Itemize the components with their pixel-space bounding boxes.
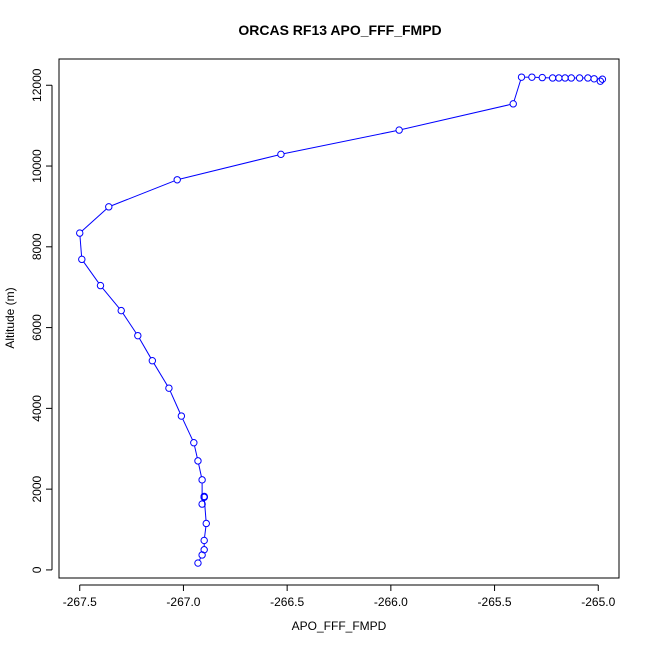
data-point [598,75,607,83]
y-tick-label: 2000 [30,475,44,502]
data-point [78,255,86,264]
data-point [561,74,569,82]
x-tick-label: -265.0 [581,595,615,609]
data-point [198,500,206,508]
data-point [575,74,584,82]
series-line-segment [204,526,207,538]
data-point [198,476,206,484]
data-point [198,551,206,559]
data-point [277,150,285,159]
x-tick-label: -265.5 [478,595,512,609]
y-axis: 0 2000 4000 6000 8000 10000 12000 [30,68,53,573]
data-point [590,75,598,83]
series-line-segment [513,80,522,101]
data-point [194,559,202,567]
x-tick-label: -266.0 [374,595,408,609]
data-point [200,536,208,545]
y-tick-label: 10000 [30,149,44,183]
data-point [173,176,181,184]
data-point [584,74,592,82]
chart-title: ORCAS RF13 APO_FFF_FMPD [238,22,441,38]
series-line-segment [138,338,152,359]
x-tick-label: -267.0 [166,595,200,609]
data-point [148,357,157,365]
y-tick-label: 8000 [30,233,44,260]
series-line-segment [81,208,107,232]
x-axis: -267.5 -267.0 -266.5 -266.0 -265.5 -265.0 [63,584,616,609]
data-point [194,457,202,465]
data-point [596,77,605,85]
y-tick-label: 0 [30,566,44,573]
plot-area [58,58,620,579]
data-point [117,306,125,315]
data-point [76,229,84,237]
data-point [105,203,113,211]
series-line-segment [402,104,511,130]
series-line-segment [102,287,120,309]
series-line-segment [203,500,207,521]
x-tick-label: -266.5 [270,595,304,609]
data-point [395,126,403,134]
series-line-segment [198,463,202,477]
y-axis-label: Altitude (m) [3,287,17,348]
plot-frame [58,58,620,579]
y-tick-label: 12000 [30,68,44,102]
data-point [538,73,546,82]
data-point [509,100,517,108]
data-point [548,74,557,82]
data-point [177,412,186,420]
y-tick-label: 6000 [30,314,44,341]
y-tick-label: 4000 [30,395,44,422]
data-point [567,74,575,82]
data-point [555,74,563,82]
data-point [165,384,173,392]
x-axis-label: APO_FFF_FMPD [292,619,387,633]
data-point [517,73,526,81]
series-line-segment [182,418,193,441]
x-tick-label: -267.5 [63,595,97,609]
data-point [200,493,208,501]
series-line-segment [194,445,198,458]
series-line-segment [169,390,181,414]
series-line-segment [180,154,278,180]
data-point [96,281,105,290]
series-line-segment [111,180,175,207]
series-line-segment [122,313,137,334]
data-point [134,331,142,340]
series-line-segment [79,236,83,257]
data-point [202,519,210,528]
data-point [190,438,198,447]
data-point [528,73,536,81]
series-line-segment [283,130,397,155]
series-line-segment [153,363,168,386]
series-line-segment [83,261,100,284]
